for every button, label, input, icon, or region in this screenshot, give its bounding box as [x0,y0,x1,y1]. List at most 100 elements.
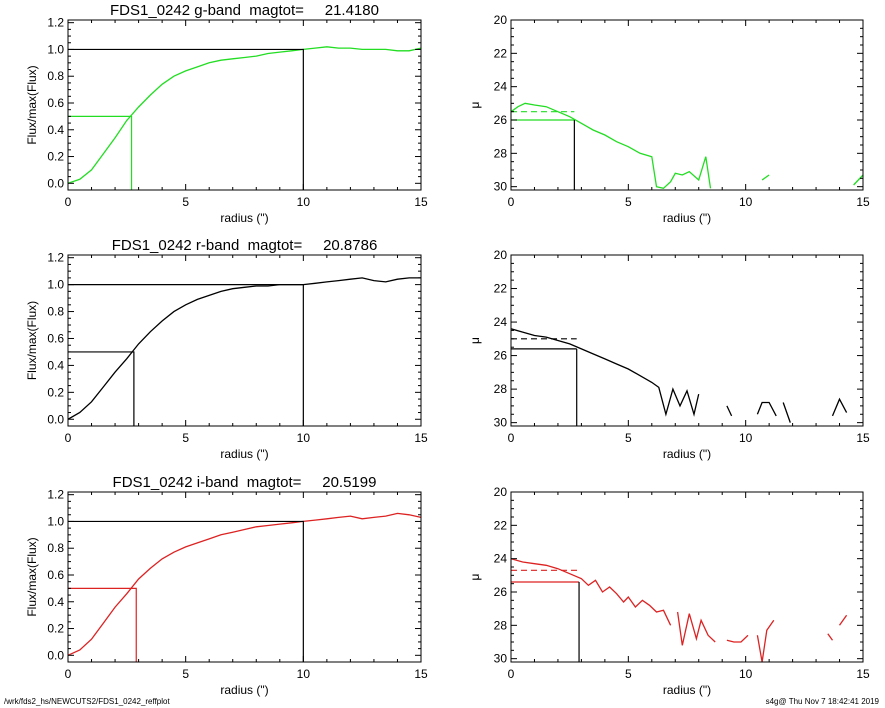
series-line-1 [511,558,672,626]
y-tick-label: 0.0 [47,412,64,426]
y-tick-label: 0.6 [47,568,64,582]
y-tick-label: 26 [494,585,508,599]
x-tick-label: 5 [625,431,632,445]
panel-5: 0 5 10 15 0.0 0.2 0.4 0.6 0.8 1.0 1.2 radius (") Flu… [25,474,428,697]
series-line-1 [68,46,421,184]
y-tick-label: 28 [494,146,508,160]
axes-frame [67,254,422,427]
y-tick-label: 0.8 [47,541,64,555]
x-tick-label: 15 [856,431,870,445]
y-tick-label: 26 [494,349,508,363]
footer-stamp: s4g@ Thu Nov 7 18:42:41 2019 [765,697,879,706]
half-light-marker [68,587,137,662]
plot-area [68,46,421,190]
y-tick-label: 24 [494,315,508,329]
x-tick-label: 10 [739,431,753,445]
series-line-1 [511,328,700,417]
axes-frame [67,491,422,663]
x-tick-label: 5 [182,431,189,445]
y-tick-label: 0.8 [47,69,64,83]
x-tick-label: 10 [739,195,753,209]
plot-area [511,558,848,662]
x-axis-label: radius (") [663,683,711,697]
x-axis-label: radius (") [220,447,268,461]
y-axis-label: Flux/max(Flux) [25,301,39,380]
panel-1: 0 5 10 15 0.0 0.2 0.4 0.6 0.8 1.0 1.2 radius (") Flu… [25,2,428,225]
y-tick-label: 20 [494,13,508,27]
x-tick-label: 10 [297,431,311,445]
y-tick-label: 30 [494,180,508,194]
y-axis-label: μ [468,573,482,580]
x-tick-label: 5 [182,667,189,681]
y-tick-label: 22 [494,46,508,60]
y-axis-label: μ [468,101,482,108]
y-tick-label: 20 [494,248,508,262]
x-axis-label: radius (") [220,683,268,697]
y-tick-label: 1.0 [47,42,64,56]
y-tick-label: 1.0 [47,514,64,528]
y-tick-label: 28 [494,382,508,396]
x-axis-label: radius (") [663,447,711,461]
series-line-5 [827,633,834,641]
x-tick-label: 0 [65,431,72,445]
series-line-3 [726,634,749,643]
y-tick-label: 1.2 [47,251,64,265]
chart-title: FDS1_0242 i-band magtot= 20.5199 [113,474,377,491]
series-line-1 [511,102,712,190]
x-tick-label: 0 [65,195,72,209]
axes-frame [510,491,864,663]
x-tick-label: 10 [739,667,753,681]
total-light-marker [68,520,304,662]
x-tick-label: 10 [297,195,311,209]
plot-area [68,277,421,426]
x-tick-label: 0 [508,195,515,209]
y-tick-label: 1.2 [47,16,64,30]
chart-title: FDS1_0242 g-band magtot= 21.4180 [110,2,379,19]
y-tick-label: 1.0 [47,278,64,292]
series-line-2 [726,405,733,417]
series-line-2 [676,611,716,646]
series-line-3 [756,401,777,417]
y-tick-label: 30 [494,652,508,666]
y-tick-label: 1.2 [47,488,64,502]
y-tick-label: 28 [494,618,508,632]
series-line-6 [838,614,848,626]
x-tick-label: 15 [414,195,428,209]
y-tick-label: 22 [494,282,508,296]
x-tick-label: 10 [297,667,311,681]
series-line-1 [68,512,421,656]
y-tick-label: 0.2 [47,150,64,164]
x-tick-label: 0 [65,667,72,681]
series-line-5 [831,397,848,417]
axes-frame [510,19,864,191]
x-axis-label: radius (") [663,211,711,225]
plot-area [511,328,848,426]
y-tick-label: 0.0 [47,648,64,662]
plot-area [68,512,421,662]
half-light-marker [68,115,133,190]
series-line-3 [853,174,863,186]
x-tick-label: 5 [625,195,632,209]
series-line-2 [761,174,770,181]
y-tick-label: 24 [494,80,508,94]
panel-2: 0 5 10 15 20 22 24 26 28 30 radius (") μ [468,13,870,225]
x-tick-label: 15 [414,431,428,445]
y-axis-label: Flux/max(Flux) [25,537,39,616]
y-tick-label: 20 [494,485,508,499]
footer-path: /wrk/fds2_hs/NEWCUTS2/FDS1_0242_reffplot [4,697,170,706]
x-tick-label: 15 [414,667,428,681]
half-light-marker [68,351,135,426]
y-tick-label: 0.2 [47,622,64,636]
y-axis-label: Flux/max(Flux) [25,65,39,144]
series-line-4 [782,402,791,423]
axes-frame [510,254,864,427]
y-tick-label: 0.4 [47,595,64,609]
series-line-4 [756,619,775,662]
y-tick-label: 22 [494,518,508,532]
y-tick-label: 0.4 [47,123,64,137]
y-tick-label: 0.0 [47,176,64,190]
x-axis-label: radius (") [220,211,268,225]
x-tick-label: 5 [625,667,632,681]
total-light-marker [68,48,304,190]
y-tick-label: 30 [494,416,508,430]
